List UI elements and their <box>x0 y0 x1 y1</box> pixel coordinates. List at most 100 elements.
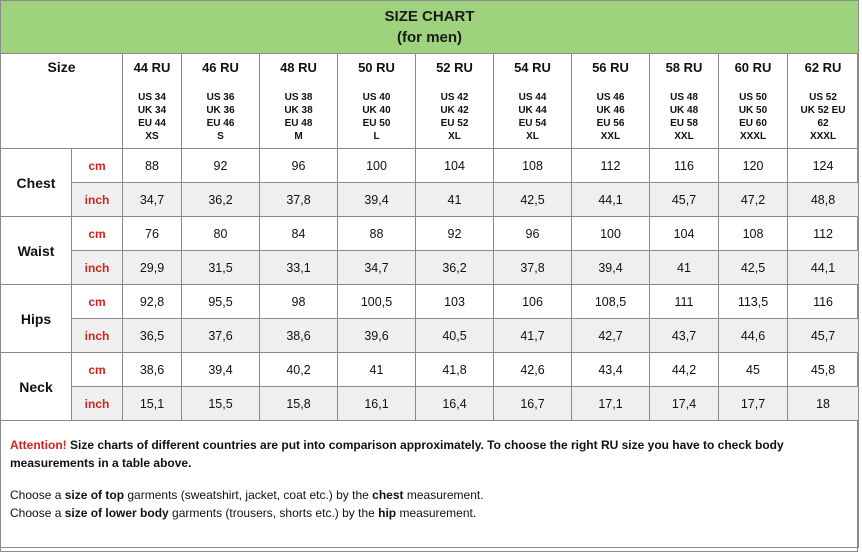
letter-size: XXXL <box>809 131 837 142</box>
size-column-header: 50 RU US 40 UK 40 EU 50 L <box>337 53 416 149</box>
note-text: Choose a <box>10 488 65 502</box>
note-emphasis: hip <box>378 506 397 520</box>
eu-size: EU 44 <box>138 118 166 129</box>
eu-size: EU 46 <box>206 118 235 129</box>
measurement-value: 100 <box>337 148 416 183</box>
ru-size: 52 RU <box>436 60 473 75</box>
measurement-value: 45,8 <box>786 352 860 387</box>
us-size: US 34 <box>138 92 166 103</box>
measurement-value: 34,7 <box>122 182 182 217</box>
measurement-value: 80 <box>181 216 260 251</box>
letter-size: XS <box>145 131 159 142</box>
chart-title-line2: (for men) <box>397 29 463 46</box>
unit-label: cm <box>71 284 123 319</box>
uk-size: UK 40 <box>362 105 391 116</box>
note-emphasis: size of top <box>64 488 125 502</box>
eu-size: EU 48 <box>284 118 313 129</box>
size-column-header: 62 RU US 52 UK 52 EU 62 XXXL <box>786 53 860 149</box>
eu-size: EU 50 <box>362 118 391 129</box>
letter-size: M <box>294 131 303 142</box>
lower-garment-note: Choose a size of lower body garments (tr… <box>10 504 849 522</box>
measurement-value: 42,7 <box>571 318 650 353</box>
measurement-value: 37,8 <box>259 182 338 217</box>
uk-size: UK 34 <box>137 105 167 116</box>
us-size: US 46 <box>596 92 625 103</box>
note-text: garments (sweatshirt, jacket, coat etc.)… <box>124 488 373 502</box>
attention-text: Size charts of different countries are p… <box>10 438 784 470</box>
measurement-name: Chest <box>0 148 72 217</box>
measurement-value: 48,8 <box>786 182 860 217</box>
measurement-value: 100,5 <box>337 284 416 319</box>
measurement-value: 92 <box>415 216 494 251</box>
measurement-value: 96 <box>493 216 572 251</box>
measurement-value: 116 <box>786 284 860 319</box>
eu-size: 62 <box>817 118 829 129</box>
measurement-value: 92,8 <box>122 284 182 319</box>
measurement-value: 15,1 <box>122 386 182 421</box>
measurement-value: 47,2 <box>718 182 788 217</box>
table-row: Waist cm 76 80 84 88 92 96 100 104 108 112 <box>0 216 860 285</box>
measurement-value: 36,2 <box>181 182 260 217</box>
us-size: US 36 <box>206 92 235 103</box>
us-size: US 42 <box>440 92 469 103</box>
table-row: inch 15,1 15,5 15,8 16,1 16,4 16,7 17,1 17,4 17,7… <box>1 386 860 421</box>
measurement-value: 100 <box>571 216 650 251</box>
measurement-value: 45,7 <box>649 182 719 217</box>
measurement-value: 104 <box>649 216 719 251</box>
size-column-header: 46 RU US 36 UK 36 EU 46 S <box>181 53 260 149</box>
ru-size: 54 RU <box>514 60 551 75</box>
notes-section: Attention! Size charts of different coun… <box>0 420 860 548</box>
measurement-value: 120 <box>718 148 788 183</box>
measurement-value: 37,8 <box>493 250 572 285</box>
measurement-value: 98 <box>259 284 338 319</box>
measurement-value: 45,7 <box>786 318 860 353</box>
table-row: inch 36,5 37,6 38,6 39,6 40,5 41,7 42,7 43,7 44,6… <box>1 318 860 353</box>
measurement-value: 95,5 <box>181 284 260 319</box>
table-row: inch 29,9 31,5 33,1 34,7 36,2 37,8 39,4 41 42,5 44… <box>1 250 860 285</box>
measurement-value: 92 <box>181 148 260 183</box>
measurement-value: 17,7 <box>718 386 788 421</box>
measurement-name: Hips <box>0 284 72 353</box>
measurement-value: 41 <box>415 182 494 217</box>
measurement-value: 44,1 <box>786 250 860 285</box>
chart-title-line1: SIZE CHART <box>384 8 475 25</box>
ru-size: 62 RU <box>804 60 842 75</box>
eu-size: EU 52 <box>440 118 469 129</box>
unit-label: cm <box>71 352 123 387</box>
note-emphasis: chest <box>372 488 404 502</box>
measurement-value: 17,4 <box>649 386 719 421</box>
measurement-value: 41 <box>337 352 416 387</box>
us-size: US 48 <box>670 92 698 103</box>
ru-size: 44 RU <box>133 60 171 75</box>
measurement-value: 40,5 <box>415 318 494 353</box>
measurement-value: 116 <box>649 148 719 183</box>
unit-label: cm <box>71 216 123 251</box>
measurement-value: 16,7 <box>493 386 572 421</box>
ru-size: 48 RU <box>280 60 317 75</box>
unit-label: inch <box>71 386 123 421</box>
size-column-header: 58 RU US 48 UK 48 EU 58 XXL <box>649 53 719 149</box>
measurement-value: 124 <box>786 148 860 183</box>
note-text: garments (trousers, shorts etc.) by the <box>168 506 379 520</box>
chart-title: SIZE CHART (for men) <box>0 0 860 54</box>
measurement-value: 43,7 <box>649 318 719 353</box>
measurement-value: 76 <box>122 216 182 251</box>
measurement-value: 37,6 <box>181 318 260 353</box>
measurement-value: 44,6 <box>718 318 788 353</box>
letter-size: XL <box>448 131 461 142</box>
top-garment-note: Choose a size of top garments (sweatshir… <box>10 486 849 504</box>
note-text: measurement. <box>403 488 484 502</box>
table-row: Chest cm 88 92 96 100 104 108 112 116 120 124 <box>0 148 860 217</box>
measurement-value: 104 <box>415 148 494 183</box>
measurement-value: 113,5 <box>718 284 788 319</box>
us-size: US 52 <box>809 92 837 103</box>
measurement-value: 33,1 <box>259 250 338 285</box>
measurement-value: 111 <box>649 284 719 319</box>
unit-label: cm <box>71 148 123 183</box>
measurement-value: 43,4 <box>571 352 650 387</box>
uk-size: UK 48 <box>669 105 699 116</box>
letter-size: XL <box>526 131 539 142</box>
note-text: measurement. <box>396 506 477 520</box>
measurement-value: 108,5 <box>571 284 650 319</box>
table-row: Neck cm 38,6 39,4 40,2 41 41,8 42,6 43,4 44,2 45 45… <box>0 352 860 421</box>
